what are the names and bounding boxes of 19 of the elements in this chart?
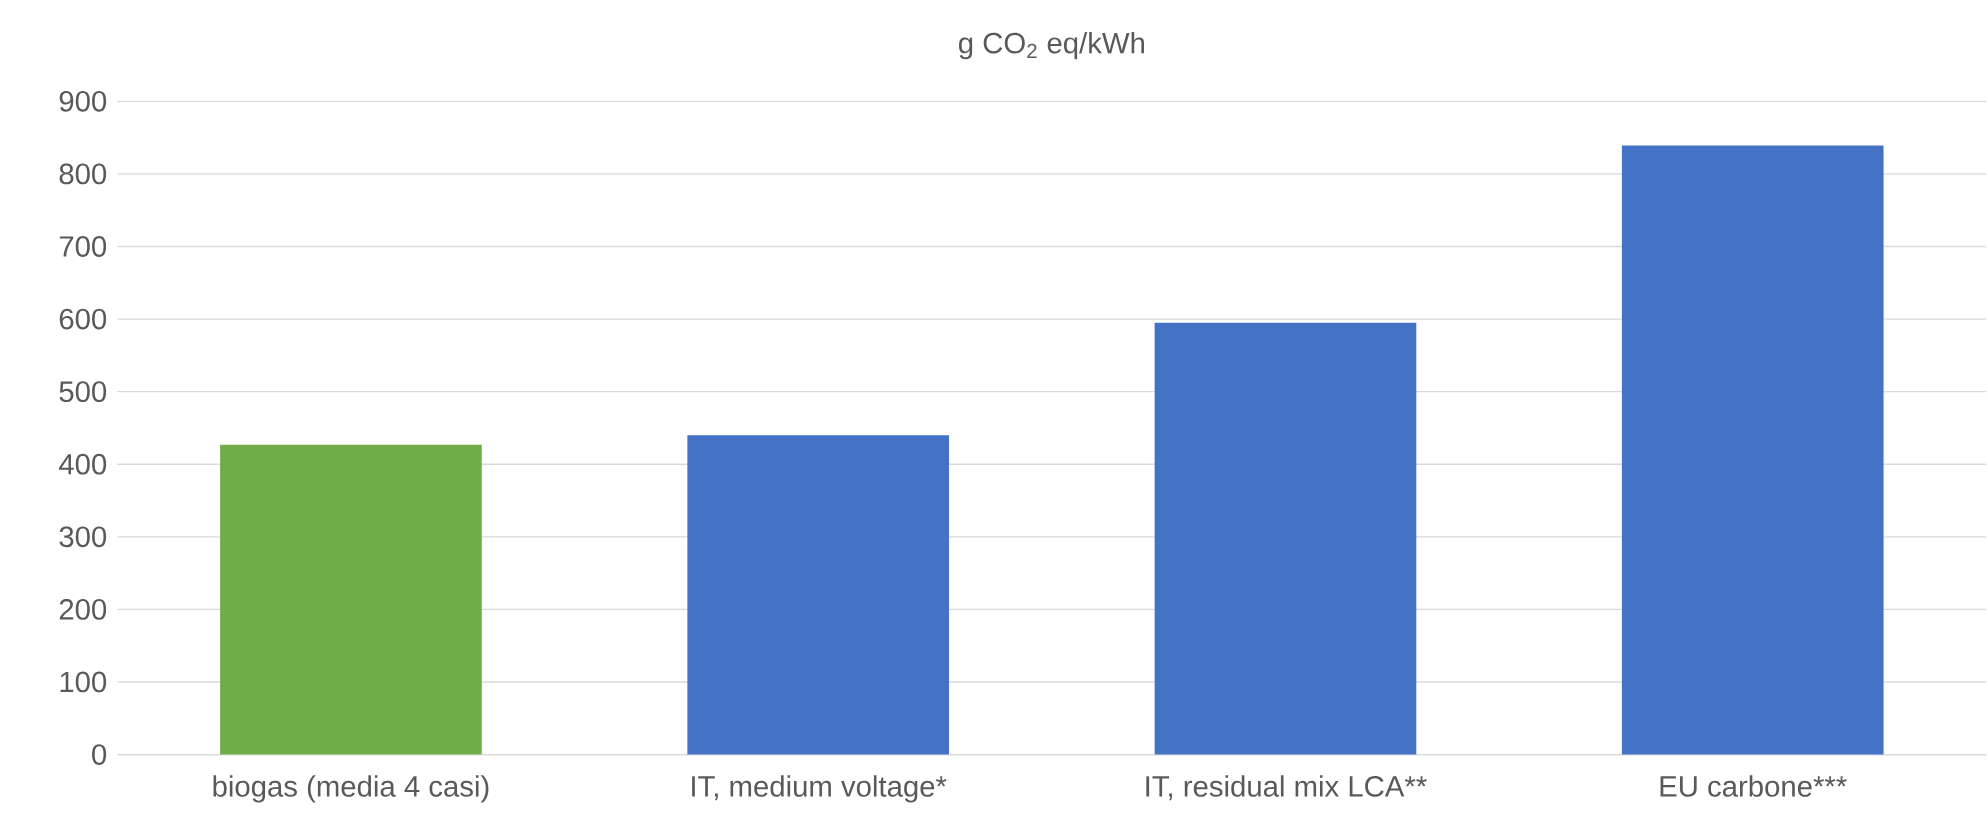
y-tick-label: 500 <box>59 381 107 403</box>
x-tick-label: IT, medium voltage* <box>692 775 947 803</box>
bar <box>687 435 950 755</box>
x-tick-label: biogas (media 4 casi) <box>213 775 489 803</box>
y-tick-label: 300 <box>59 526 107 548</box>
bar <box>1154 322 1417 755</box>
y-tick-label: 100 <box>60 671 107 693</box>
bar <box>1621 145 1884 755</box>
y-tick-label: 600 <box>59 308 107 330</box>
chart-title: g CO$_{2}$ eq/kWh <box>959 32 1144 60</box>
y-tick-label: 900 <box>59 91 107 112</box>
x-tick-label: EU carbone*** <box>1660 775 1847 797</box>
y-tick-label: 0 <box>92 744 107 766</box>
bar <box>220 444 482 755</box>
y-tick-label: 800 <box>59 163 107 185</box>
y-tick-label: 700 <box>59 236 107 257</box>
y-tick-label: 400 <box>59 453 107 475</box>
y-tick-label: 200 <box>59 599 107 620</box>
x-tick-label: IT, residual mix LCA** <box>1146 775 1427 801</box>
